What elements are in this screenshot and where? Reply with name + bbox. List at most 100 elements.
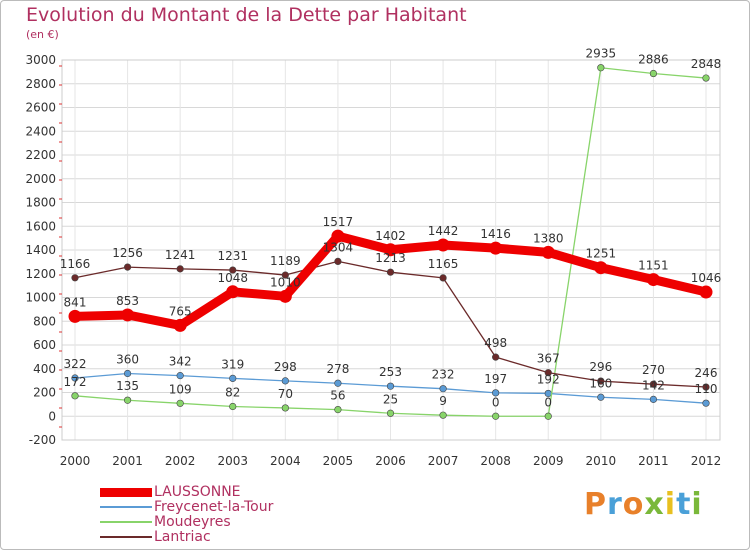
data-point [597, 64, 605, 72]
data-label: 246 [695, 366, 718, 380]
x-tick-label: 2011 [638, 454, 669, 468]
data-point [544, 412, 552, 420]
data-point [173, 318, 187, 332]
data-label: 1151 [638, 259, 669, 273]
data-point [334, 379, 342, 387]
data-label: 765 [169, 304, 192, 318]
logo-letter: P [584, 487, 607, 522]
x-tick-label: 2005 [323, 454, 354, 468]
legend-swatch-freycenet [100, 506, 152, 508]
data-point [71, 392, 79, 400]
y-tick-label: 600 [33, 338, 56, 352]
data-label: 56 [330, 389, 345, 403]
x-tick-label: 2012 [691, 454, 722, 468]
y-tick-label: 1000 [25, 291, 56, 305]
x-tick-label: 2008 [480, 454, 511, 468]
data-point [544, 369, 552, 377]
data-point [386, 409, 395, 417]
data-label: 1517 [323, 215, 354, 229]
data-point [702, 399, 710, 407]
data-label: 270 [642, 363, 665, 377]
data-point [439, 385, 447, 393]
x-tick-label: 2000 [60, 454, 91, 468]
data-label: 160 [589, 376, 612, 390]
data-point [699, 285, 713, 299]
data-label: 2935 [586, 47, 617, 61]
y-tick-labels: -200 0 200 400 600 800 1000 1200 1400 1600 1800 200… [25, 53, 56, 447]
data-point [492, 353, 500, 361]
data-label: 253 [379, 365, 402, 379]
data-label: 82 [225, 386, 240, 400]
x-tick-label: 2006 [375, 454, 406, 468]
y-tick-label: 0 [48, 409, 56, 423]
legend-swatch-lausonne [100, 487, 152, 497]
data-label: 142 [642, 378, 665, 392]
data-point [123, 263, 132, 271]
legend-swatch-lantriac [100, 536, 152, 538]
y-tick-label: 3000 [25, 53, 56, 67]
data-label: 197 [484, 372, 507, 386]
data-point [229, 374, 237, 382]
x-tick-label: 2001 [112, 454, 143, 468]
logo-letter: t [676, 487, 692, 522]
data-point [278, 289, 292, 303]
data-point [597, 393, 605, 401]
data-label: 1189 [270, 254, 301, 268]
data-point [386, 382, 395, 390]
data-label: 1256 [112, 246, 143, 260]
legend-item-lantriac: Lantriac [100, 529, 211, 545]
x-tick-label: 2007 [428, 454, 459, 468]
data-label: 1304 [323, 240, 354, 254]
data-label: 70 [278, 387, 293, 401]
chart-title: Evolution du Montant de la Dette par Hab… [26, 4, 467, 26]
data-point [492, 412, 500, 420]
data-label: 322 [64, 357, 87, 371]
data-label: 319 [221, 357, 244, 371]
logo-letter: x [644, 487, 665, 522]
data-labels: 841 853 765 1048 1010 1517 1402 1442 1416 1380 125… [60, 47, 722, 410]
data-point [492, 389, 500, 397]
data-point [649, 69, 658, 78]
data-label: 296 [589, 360, 612, 374]
data-label: 1380 [533, 231, 564, 245]
data-point [649, 380, 658, 388]
y-tick-label: 2000 [25, 172, 56, 186]
data-label: 853 [116, 294, 139, 308]
y-tick-label: 1800 [25, 196, 56, 210]
x-tick-label: 2002 [165, 454, 196, 468]
data-point [334, 406, 342, 414]
y-tick-label: 1600 [25, 219, 56, 233]
series-group [68, 64, 713, 420]
data-point [281, 271, 289, 279]
data-label: 1231 [217, 249, 248, 263]
y-tick-label: 2200 [25, 148, 56, 162]
data-point [123, 396, 132, 404]
data-point [702, 383, 710, 391]
data-point [489, 241, 503, 255]
axis-decoration [59, 59, 721, 441]
data-point [439, 274, 447, 282]
legend-label: Lantriac [154, 529, 211, 545]
data-label: 1048 [217, 271, 248, 285]
x-tick-label: 2009 [533, 454, 564, 468]
y-tick-label: -200 [29, 433, 56, 447]
x-tick-label: 2003 [217, 454, 248, 468]
x-tick-label: 2004 [270, 454, 301, 468]
legend-swatch-moudeyres [100, 521, 152, 523]
data-label: 2848 [691, 57, 722, 71]
data-label: 360 [116, 353, 139, 367]
logo-letter: i [664, 487, 677, 522]
data-point [176, 372, 184, 380]
logo-letter: o [622, 487, 645, 522]
data-label: 1046 [691, 271, 722, 285]
data-label: 1442 [428, 224, 459, 238]
data-point [121, 308, 135, 322]
data-point [176, 265, 184, 273]
data-label: 192 [537, 372, 560, 386]
y-tick-label: 1400 [25, 243, 56, 257]
data-label: 110 [695, 382, 718, 396]
data-label: 25 [383, 392, 398, 406]
data-label: 1241 [165, 248, 196, 262]
data-label: 298 [274, 360, 297, 374]
x-tick-label: 2010 [586, 454, 617, 468]
